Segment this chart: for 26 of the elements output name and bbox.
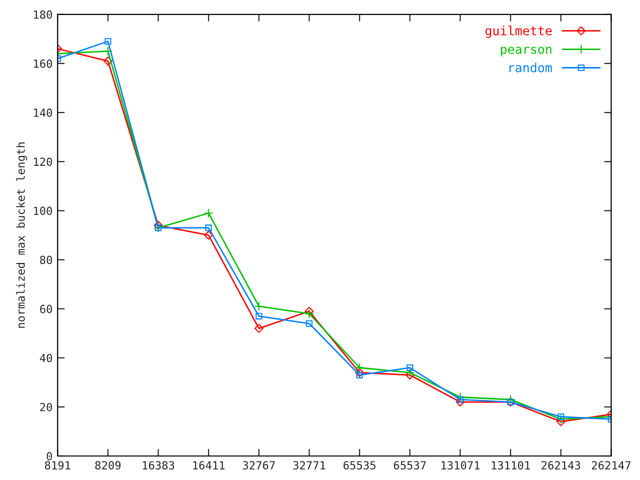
x-tick-label: 8209 [95, 461, 121, 470]
y-tick-label: 40 [40, 354, 52, 362]
y-tick-label: 20 [40, 402, 52, 412]
y-tick-label: 180 [34, 10, 52, 19]
x-tick-label: 32767 [242, 461, 275, 470]
x-tick-label: 32771 [293, 461, 326, 470]
y-tick-label: 0 [46, 452, 52, 460]
y-axis-title: normalized max bucket length [16, 142, 28, 328]
legend-label: pearson [500, 46, 552, 56]
x-tick-label: 131071 [441, 461, 480, 470]
y-tick-label: 80 [40, 256, 52, 264]
y-tick-label: 140 [34, 108, 52, 117]
legend-label: guilmette [485, 26, 552, 38]
x-tick-label: 262147 [592, 461, 630, 470]
x-tick-label: 65537 [394, 461, 426, 470]
y-tick-label: 160 [34, 59, 52, 68]
x-tick-label: 131101 [492, 461, 530, 470]
x-tick-label: 16411 [193, 461, 225, 470]
y-tick-label: 100 [34, 206, 52, 216]
x-tick-label: 65535 [344, 461, 376, 470]
x-tick-label: 262143 [542, 461, 580, 470]
x-tick-label: 16383 [142, 461, 174, 470]
y-tick-label: 60 [40, 304, 52, 314]
legend-label: random [510, 62, 552, 72]
y-tick-label: 120 [34, 158, 52, 166]
x-tick-label: 8191 [44, 461, 70, 470]
